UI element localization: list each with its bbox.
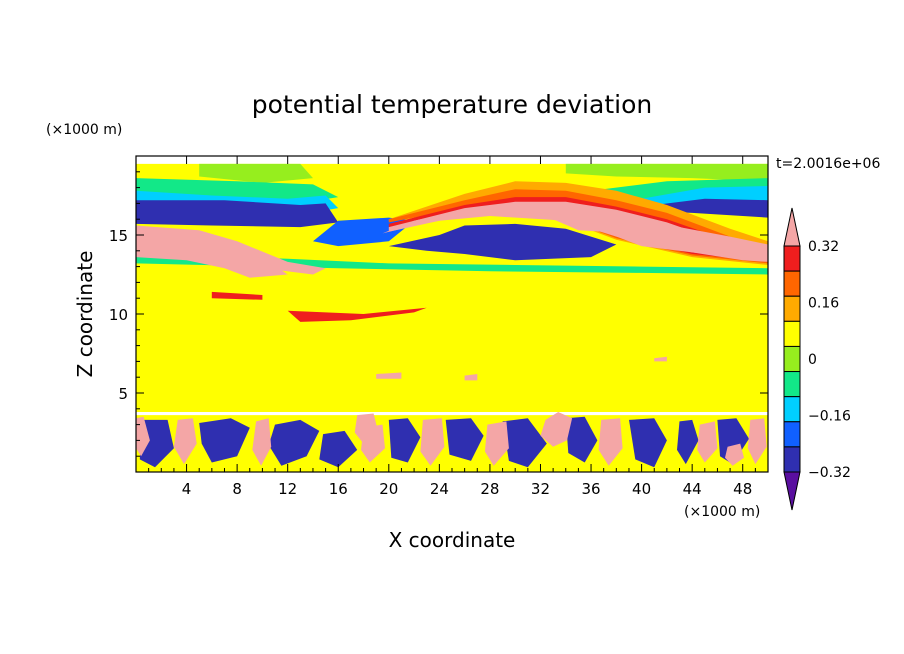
x-axis-label: X coordinate (389, 528, 516, 552)
colorbar-segment (783, 446, 801, 473)
contour-region-7 (136, 200, 339, 228)
contour-region-30 (139, 419, 174, 468)
contour-region-39 (677, 419, 699, 465)
x-tick-label: 36 (581, 480, 600, 498)
contour-region-26 (376, 372, 402, 379)
contour-region-33 (319, 430, 358, 468)
contour-region-18 (136, 225, 326, 275)
colorbar-bottom-arrow (783, 471, 801, 511)
time-label: t=2.0016e+06 (776, 156, 880, 172)
y-tick-label: 15 (109, 227, 128, 245)
colorbar-segment (783, 421, 801, 448)
contour-region-37 (565, 416, 598, 463)
plot-area (136, 156, 768, 472)
contour-region-32 (268, 419, 320, 466)
contour-region-25 (489, 337, 768, 395)
colorbar-label: 0.32 (808, 239, 839, 255)
contour-region-34 (388, 418, 421, 463)
contour-region-46 (484, 421, 509, 466)
contour-region-48 (697, 421, 718, 463)
contour-region-43 (252, 418, 272, 466)
contour-region-41 (136, 416, 150, 457)
contour-region-27 (464, 374, 478, 381)
colorbar-segment (783, 245, 801, 272)
contour-region-11 (136, 254, 768, 275)
chart-title: potential temperature deviation (252, 90, 652, 119)
x-tick-label: 4 (182, 480, 192, 498)
x-tick-label: 8 (232, 480, 242, 498)
colorbar-segment (783, 396, 801, 423)
contour-region-10 (388, 223, 617, 261)
contour-region-52 (725, 443, 744, 466)
contour-region-42 (173, 418, 197, 465)
colorbar-segment (783, 270, 801, 297)
x-tick-label: 32 (531, 480, 550, 498)
y-unit-label: (×1000 m) (46, 122, 122, 138)
x-tick-label: 28 (480, 480, 499, 498)
colorbar-label: 0.16 (808, 296, 839, 312)
colorbar-label: −0.32 (808, 465, 851, 481)
contour-region-8 (641, 198, 768, 218)
contour-region-40 (717, 418, 749, 465)
contour-region-20 (211, 291, 263, 300)
contour-region-2 (565, 163, 768, 182)
contour-region-50 (354, 413, 379, 447)
x-tick-label: 48 (733, 480, 752, 498)
contour-regions (136, 163, 768, 472)
colorbar: 0.32 0.16 0 −0.16 −0.32 (783, 207, 851, 511)
contour-region-51 (540, 412, 573, 447)
contour-region-45 (420, 418, 445, 466)
contour-region-31 (199, 418, 250, 463)
contour-region-22 (136, 304, 288, 318)
colorbar-segment (783, 345, 801, 373)
contour-region-23 (477, 284, 768, 321)
x-tick-label: 12 (278, 480, 297, 498)
colorbar-label: −0.16 (808, 409, 851, 425)
colorbar-segment (783, 295, 801, 322)
x-tick-label: 40 (632, 480, 651, 498)
y-axis-ticks: 5 10 15 (109, 171, 768, 457)
x-unit-label: (×1000 m) (684, 504, 760, 520)
colorbar-top-arrow (783, 207, 801, 247)
colorbar-label: 0 (808, 352, 817, 368)
y-tick-label: 5 (118, 385, 128, 403)
x-tick-label: 20 (379, 480, 398, 498)
x-tick-label: 24 (430, 480, 449, 498)
contour-region-16 (382, 205, 768, 262)
y-tick-label: 10 (109, 306, 128, 324)
contour-region-24 (161, 358, 415, 397)
x-axis-ticks: 4 8 12 16 20 24 28 32 36 40 44 48 (148, 156, 756, 498)
colorbar-segment (783, 371, 801, 398)
contour-region-38 (629, 418, 667, 468)
contour-region-49 (747, 418, 767, 465)
contour-region-1 (199, 163, 313, 183)
contour-region-36 (502, 418, 547, 468)
contour-region-35 (445, 418, 484, 461)
colorbar-segment (783, 320, 801, 347)
contour-region-19 (287, 307, 427, 322)
x-tick-label: 44 (683, 480, 702, 498)
y-axis-label: Z coordinate (73, 251, 97, 378)
contour-region-47 (598, 418, 623, 466)
contour-region-28 (654, 356, 667, 362)
x-tick-label: 16 (329, 480, 348, 498)
